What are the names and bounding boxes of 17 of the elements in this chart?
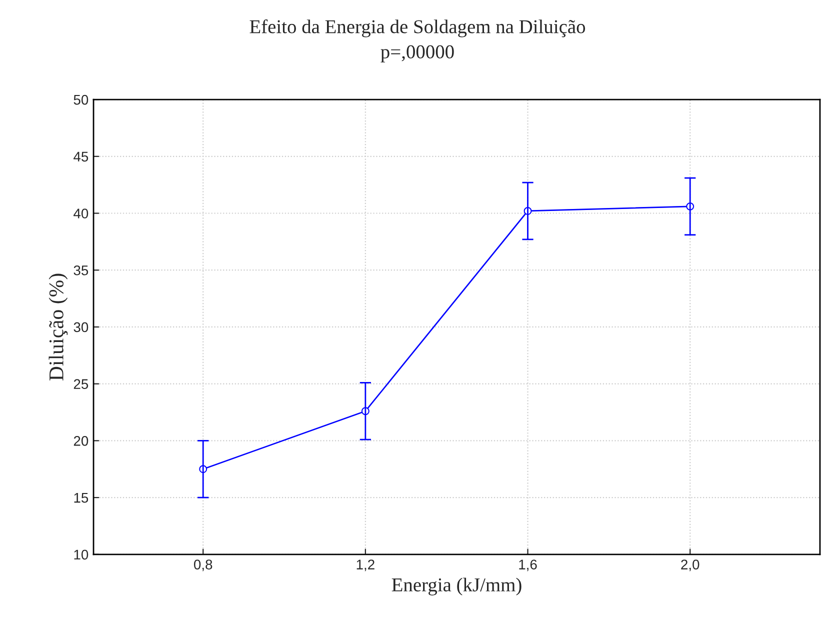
y-axis-title: Diluição (%) <box>48 274 68 380</box>
y-tick-label: 35 <box>74 265 88 276</box>
chart-subtitle: p=,00000 <box>380 45 454 62</box>
y-tick-label: 30 <box>74 322 88 332</box>
y-tick-label: 45 <box>74 152 88 162</box>
chart-title: Efeito da Energia de Soldagem na Diluição <box>250 19 586 38</box>
y-tick-label: 15 <box>74 493 88 503</box>
x-tick-label: 1,6 <box>519 560 537 572</box>
y-tick-label: 20 <box>74 436 88 446</box>
y-tick-label: 40 <box>74 208 88 218</box>
x-tick-label: 2,0 <box>681 560 700 572</box>
x-tick-label: 1,2 <box>356 560 374 572</box>
x-tick-label: 0,8 <box>194 560 212 572</box>
y-tick-label: 10 <box>74 550 88 560</box>
y-tick-label: 50 <box>74 94 88 105</box>
x-axis-title: Energia (kJ/mm) <box>392 578 522 596</box>
y-tick-label: 25 <box>74 379 88 389</box>
